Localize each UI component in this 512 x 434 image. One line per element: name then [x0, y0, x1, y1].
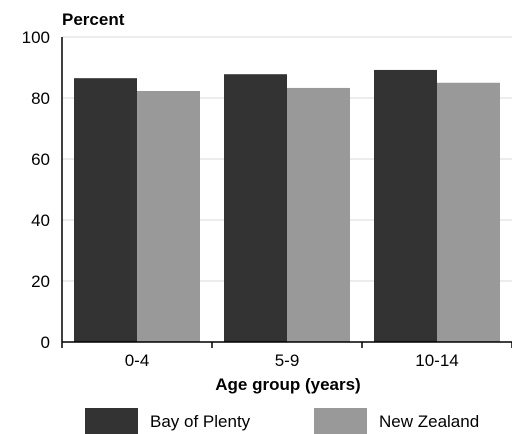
x-tick-label: 5-9: [275, 351, 300, 370]
bar: [224, 74, 287, 343]
y-tick-labels: 0 20 40 60 80 100: [22, 28, 50, 352]
axes: [61, 37, 512, 348]
x-tick-label: 0-4: [125, 351, 150, 370]
x-tick-labels: 0-4 5-9 10-14: [125, 351, 459, 370]
y-tick-label: 0: [41, 333, 50, 352]
legend-swatch: [314, 408, 367, 434]
legend-label: New Zealand: [379, 412, 479, 431]
legend-swatch: [85, 408, 138, 434]
y-tick-label: 20: [31, 272, 50, 291]
legend-label: Bay of Plenty: [150, 412, 251, 431]
y-tick-label: 80: [31, 89, 50, 108]
bar: [74, 78, 137, 343]
x-tick-label: 10-14: [415, 351, 458, 370]
bar: [374, 69, 437, 342]
y-axis-label: Percent: [62, 10, 125, 29]
x-axis-label: Age group (years): [215, 375, 360, 394]
bars: [74, 69, 500, 343]
legend: Bay of Plenty New Zealand: [85, 408, 479, 434]
y-tick-label: 40: [31, 211, 50, 230]
bar: [437, 82, 500, 342]
bar: [137, 90, 200, 342]
y-tick-label: 60: [31, 150, 50, 169]
y-tick-label: 100: [22, 28, 50, 47]
bar: [287, 87, 350, 342]
